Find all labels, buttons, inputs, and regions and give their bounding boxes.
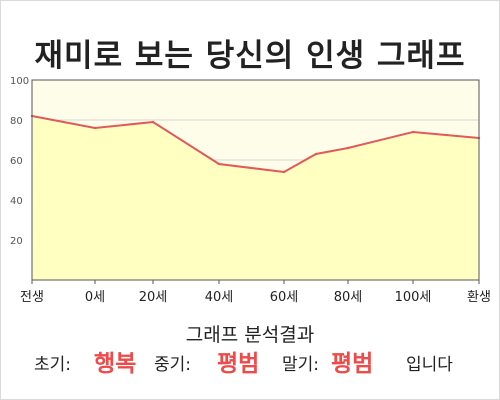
- analysis-heading: 그래프 분석결과: [185, 324, 315, 346]
- x-tick-label: 80세: [334, 290, 363, 305]
- mid-value: 평범: [217, 351, 260, 377]
- y-tick-label: 80: [10, 116, 23, 127]
- chart-title: 재미로 보는 당신의 인생 그래프: [34, 38, 466, 74]
- data-point: [314, 152, 318, 156]
- y-tick-label: 40: [10, 196, 23, 207]
- area-fill: [32, 116, 479, 280]
- x-tick-label: 환생: [467, 290, 491, 305]
- x-tick-label: 전생: [20, 290, 44, 305]
- mid-label: 중기:: [154, 355, 192, 375]
- data-point: [151, 120, 155, 124]
- data-point: [217, 162, 221, 166]
- data-point: [346, 146, 350, 150]
- x-tick-label: 40세: [205, 290, 234, 305]
- early-value: 행복: [94, 351, 137, 377]
- plot-border: [31, 79, 480, 281]
- analysis-result-row: 초기: 행복 중기: 평범 말기: 평범 입니다: [0, 346, 500, 380]
- data-point: [282, 170, 286, 174]
- data-point: [411, 130, 415, 134]
- x-tick-label: 60세: [270, 290, 299, 305]
- x-tick-label: 100세: [395, 290, 432, 305]
- late-value: 평범: [331, 351, 374, 377]
- x-tick-label: 0세: [85, 290, 105, 305]
- result-suffix: 입니다: [406, 355, 453, 375]
- x-tick-label: 20세: [139, 290, 168, 305]
- y-tick-label: 100: [10, 76, 29, 87]
- early-label: 초기:: [34, 355, 72, 375]
- y-tick-label: 60: [10, 156, 23, 167]
- data-point: [93, 126, 97, 130]
- y-tick-label: 20: [10, 236, 23, 247]
- late-label: 말기:: [282, 355, 320, 375]
